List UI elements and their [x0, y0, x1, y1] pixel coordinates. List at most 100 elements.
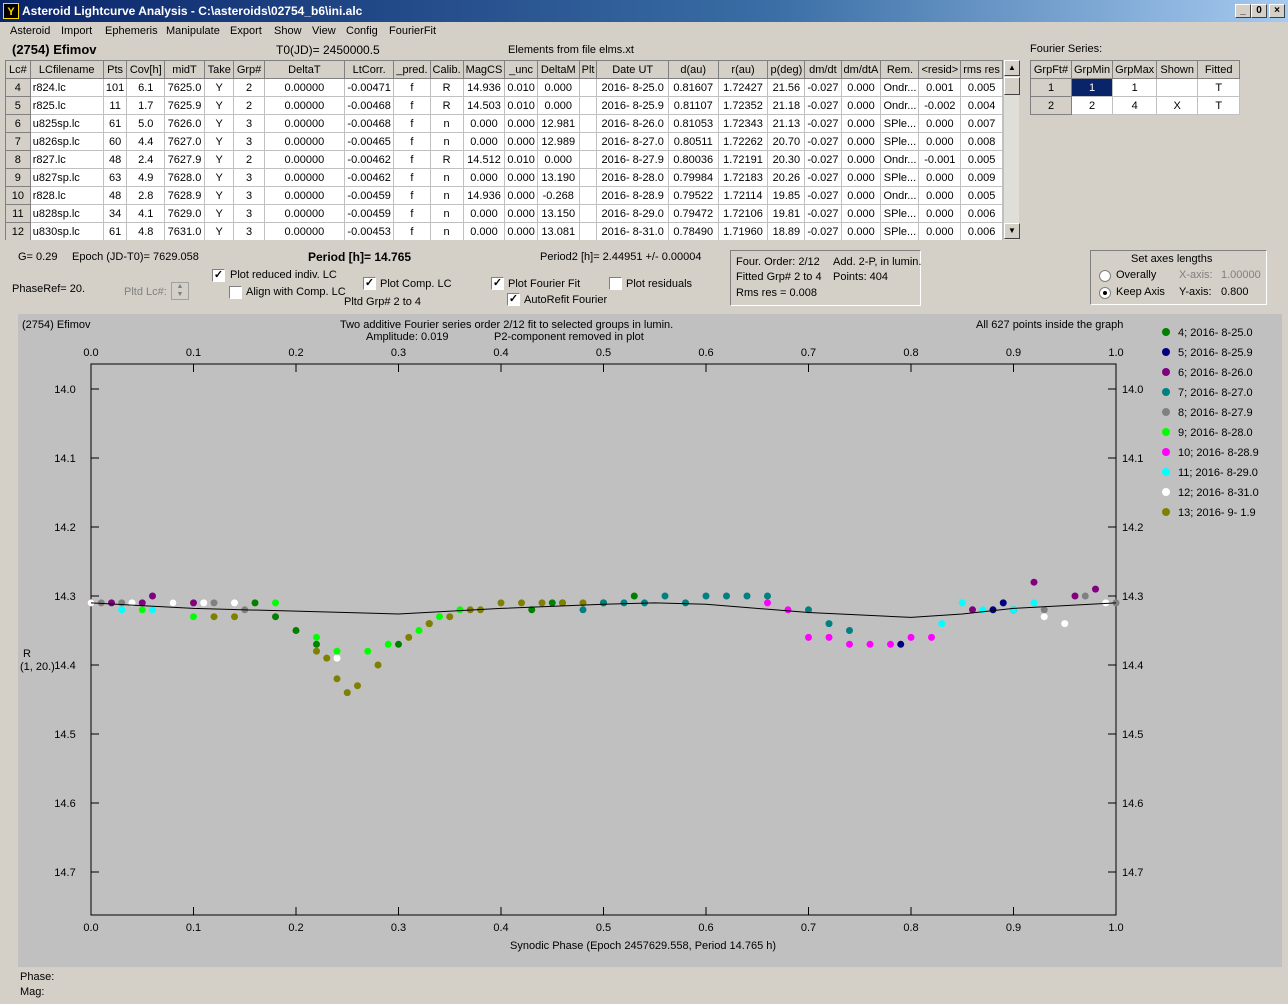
table-cell[interactable]: 7626.0 [163, 114, 206, 133]
column-header[interactable]: Plt [578, 60, 598, 79]
table-cell[interactable]: -0.00471 [343, 78, 395, 97]
fourier-cell[interactable]: 2 [1070, 96, 1114, 115]
table-cell[interactable]: 19.81 [767, 204, 806, 223]
table-cell[interactable]: 0.81053 [667, 114, 719, 133]
table-cell[interactable]: 18.89 [767, 222, 806, 240]
table-cell[interactable]: u827sp.lc [29, 168, 104, 187]
table-cell[interactable]: 2 [233, 78, 265, 97]
table-cell[interactable]: 0.000 [918, 186, 962, 205]
table-cell[interactable]: 0.009 [960, 168, 1003, 187]
table-cell[interactable]: 21.18 [767, 96, 806, 115]
minimize-button[interactable]: _ [1235, 4, 1251, 18]
table-cell[interactable]: 0.000 [840, 150, 882, 169]
table-cell[interactable] [578, 168, 598, 187]
column-header[interactable]: LCfilename [29, 60, 104, 79]
scroll-thumb[interactable] [1004, 77, 1020, 95]
table-cell[interactable]: SPle... [880, 204, 920, 223]
scroll-down-icon[interactable]: ▼ [1004, 223, 1020, 239]
column-header[interactable]: d(au) [667, 60, 719, 79]
table-cell[interactable]: 2016- 8-27.9 [596, 150, 669, 169]
table-cell[interactable]: -0.027 [804, 150, 842, 169]
table-cell[interactable]: 0.008 [960, 132, 1003, 151]
table-cell[interactable]: n [429, 132, 464, 151]
table-cell[interactable]: 0.000 [918, 204, 962, 223]
table-cell[interactable]: 0.79472 [667, 204, 719, 223]
table-cell[interactable]: 0.007 [960, 114, 1003, 133]
table-cell[interactable]: 0.000 [840, 204, 882, 223]
table-cell[interactable]: 14.503 [462, 96, 506, 115]
table-cell[interactable]: 21.13 [767, 114, 806, 133]
table-cell[interactable]: 0.000 [536, 96, 580, 115]
column-header[interactable]: DeltaM [536, 60, 580, 79]
table-cell[interactable]: 0.005 [960, 186, 1003, 205]
table-cell[interactable]: 0.00000 [263, 204, 345, 223]
table-cell[interactable]: R [429, 96, 464, 115]
table-cell[interactable]: Y [204, 150, 235, 169]
table-cell[interactable]: 7 [5, 132, 31, 151]
column-header[interactable]: Take [204, 60, 235, 79]
table-cell[interactable]: 0.000 [504, 186, 538, 205]
table-cell[interactable]: f [393, 78, 431, 97]
table-row[interactable]: 10 r828.lc 48 2.8 7628.9 Y 3 0.00000 -0.00459 f n 1… [5, 186, 1003, 205]
table-cell[interactable]: 2 [233, 150, 265, 169]
table-cell[interactable]: 3 [233, 114, 265, 133]
table-cell[interactable]: -0.027 [804, 96, 842, 115]
fourier-cell[interactable]: 1 [1030, 78, 1072, 97]
table-cell[interactable]: 13.190 [536, 168, 580, 187]
table-cell[interactable]: 0.000 [504, 132, 538, 151]
table-cell[interactable]: 2016- 8-28.0 [596, 168, 669, 187]
table-cell[interactable]: 1.72191 [717, 150, 769, 169]
table-cell[interactable]: 0.000 [840, 132, 882, 151]
table-cell[interactable]: 0.80036 [667, 150, 719, 169]
table-cell[interactable]: -0.268 [536, 186, 580, 205]
column-header[interactable]: Lc# [5, 60, 31, 79]
table-cell[interactable]: 3 [233, 132, 265, 151]
table-cell[interactable]: n [429, 204, 464, 223]
table-cell[interactable]: 14.936 [462, 78, 506, 97]
table-cell[interactable]: 2016- 8-26.0 [596, 114, 669, 133]
table-cell[interactable]: 0.78490 [667, 222, 719, 240]
table-cell[interactable]: 4.9 [126, 168, 165, 187]
column-header[interactable]: Grp# [233, 60, 265, 79]
table-row[interactable]: 9 u827sp.lc 63 4.9 7628.0 Y 3 0.00000 -0.00462 f n… [5, 168, 1003, 187]
table-cell[interactable]: 7629.0 [163, 204, 206, 223]
table-cell[interactable]: f [393, 96, 431, 115]
overall-radio[interactable] [1099, 270, 1111, 282]
table-cell[interactable]: 0.00000 [263, 132, 345, 151]
table-cell[interactable]: 1.72343 [717, 114, 769, 133]
table-row[interactable]: 5 r825.lc 11 1.7 7625.9 Y 2 0.00000 -0.00468 f R 14… [5, 96, 1003, 115]
table-cell[interactable] [578, 114, 598, 133]
table-cell[interactable]: 0.000 [536, 150, 580, 169]
table-scrollbar[interactable]: ▲ ▼ [1003, 60, 1020, 240]
lightcurve-plot[interactable]: 0.0 0.0 0.1 0.1 0.2 0.2 0.3 0.3 0.4 0.4 0.5 0.5 0.6 0… [18, 314, 1282, 967]
table-cell[interactable] [578, 78, 598, 97]
table-cell[interactable]: 7625.9 [163, 96, 206, 115]
fourier-column-header[interactable]: Shown [1156, 60, 1199, 79]
table-row[interactable]: 8 r827.lc 48 2.4 7627.9 Y 2 0.00000 -0.00462 f R 14… [5, 150, 1003, 169]
lightcurve-table[interactable]: Lc# LCfilename Pts Cov[h] midT Take Grp# DeltaT… [5, 60, 1003, 240]
table-cell[interactable]: 0.000 [840, 222, 882, 240]
table-cell[interactable]: 0.010 [504, 150, 538, 169]
fourier-cell[interactable]: 1 [1112, 78, 1158, 97]
table-cell[interactable]: 13.081 [536, 222, 580, 240]
column-header[interactable]: Calib. [429, 60, 464, 79]
table-cell[interactable]: 1.72114 [717, 186, 769, 205]
table-cell[interactable]: 1.72427 [717, 78, 769, 97]
table-cell[interactable]: n [429, 168, 464, 187]
table-cell[interactable] [578, 96, 598, 115]
column-header[interactable]: _unc [504, 60, 538, 79]
plot-reduced-checkbox[interactable]: ✓ [212, 269, 225, 282]
table-cell[interactable]: Ondr... [880, 78, 920, 97]
column-header[interactable]: LtCorr. [343, 60, 395, 79]
fourier-column-header[interactable]: GrpMax [1112, 60, 1158, 79]
table-cell[interactable]: 0.000 [840, 96, 882, 115]
table-cell[interactable]: 0.001 [918, 78, 962, 97]
table-cell[interactable]: -0.027 [804, 78, 842, 97]
table-cell[interactable]: 3 [233, 186, 265, 205]
table-cell[interactable]: SPle... [880, 132, 920, 151]
menu-config[interactable]: Config [346, 25, 378, 37]
table-cell[interactable]: -0.027 [804, 114, 842, 133]
table-cell[interactable]: 101 [102, 78, 128, 97]
table-cell[interactable]: 7627.9 [163, 150, 206, 169]
